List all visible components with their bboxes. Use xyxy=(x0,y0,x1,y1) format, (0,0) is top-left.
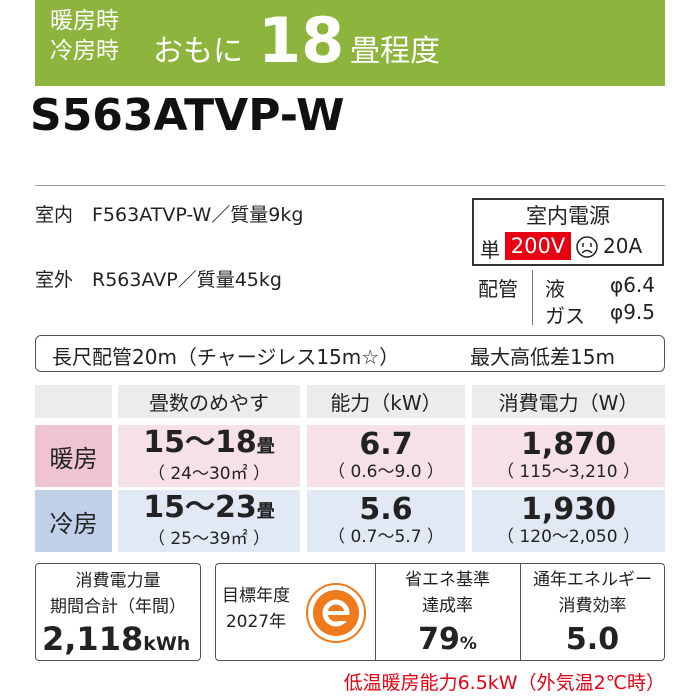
header-text: 能力（kW） xyxy=(330,391,442,415)
piping-divider xyxy=(532,270,533,325)
cell-range: （ 25～39㎡ ） xyxy=(147,529,271,549)
target-year-line: 目標年度 xyxy=(222,586,290,606)
target-year: 目標年度 2027年 xyxy=(222,583,290,635)
apf-label-line: 通年エネルギー xyxy=(533,570,652,590)
liquid-label: 液 xyxy=(545,277,565,301)
banner-label-line: 冷房時 xyxy=(50,38,119,64)
piping-note: 長尺配管20m（チャージレス15m☆） xyxy=(52,345,400,369)
efficiency-divider xyxy=(375,563,376,661)
annual-unit: kWh xyxy=(143,633,191,655)
cell-value: 5.6 xyxy=(359,494,412,526)
table-cell: 15～18畳（ 24～30㎡ ） xyxy=(118,425,300,487)
table-cell: 5.6 （ 0.7～5.7 ） xyxy=(307,490,465,552)
cell-number: 1,870 xyxy=(521,427,616,462)
cell-value: 6.7 xyxy=(359,429,412,461)
table-cell: 6.7 （ 0.6～9.0 ） xyxy=(307,425,465,487)
annual-label: 消費電力量 期間合計（年間） xyxy=(35,568,201,620)
power-phase: 単 xyxy=(480,238,500,262)
annual-label-line: 消費電力量 xyxy=(75,571,161,591)
cell-value: 1,870 xyxy=(521,429,616,461)
header-cell: 能力（kW） xyxy=(307,385,465,418)
achievement: 省エネ基準 達成率 79% xyxy=(375,567,520,665)
table-cell: 1,930 （ 120～2,050 ） xyxy=(472,490,665,552)
row-label: 冷房 xyxy=(35,490,112,552)
achievement-unit: % xyxy=(459,634,477,654)
annual-number: 2,118 xyxy=(42,620,144,658)
divider xyxy=(35,185,665,186)
header-text: 消費電力（W） xyxy=(498,391,639,415)
header-cell xyxy=(35,385,112,418)
banner-prefix: おもに xyxy=(153,34,243,69)
cell-range: （ 0.6～9.0 ） xyxy=(328,462,444,482)
target-year-line: 2027年 xyxy=(225,612,287,632)
header-text: 畳数のめやす xyxy=(149,391,269,415)
gas-size: φ9.5 xyxy=(610,300,655,324)
apf: 通年エネルギー 消費効率 5.0 xyxy=(520,567,665,661)
achievement-number: 79 xyxy=(418,622,460,657)
banner-number: 18 xyxy=(258,4,345,77)
cell-value: 15～23畳 xyxy=(143,492,275,528)
banner-label-line: 暖房時 xyxy=(50,8,119,34)
model-name: S563ATVP-W xyxy=(30,90,345,141)
row-label-text: 暖房 xyxy=(49,444,98,473)
header-cell: 消費電力（W） xyxy=(472,385,665,418)
efficiency-divider xyxy=(520,563,521,661)
efficiency-box xyxy=(215,563,665,661)
banner-label: 暖房時 冷房時 xyxy=(50,6,119,66)
indoor-unit: 室内 F563ATVP-W／質量9kg xyxy=(35,204,304,226)
cell-range: （ 115～3,210 ） xyxy=(497,462,640,482)
gas-label: ガス xyxy=(545,304,585,328)
cell-range: （ 24～30㎡ ） xyxy=(147,464,271,484)
piping-note-box xyxy=(35,335,665,372)
banner xyxy=(35,0,665,86)
banner-suffix: 畳程度 xyxy=(350,34,440,69)
liquid-size: φ6.4 xyxy=(610,273,655,297)
power-box xyxy=(472,198,664,266)
row-label-text: 冷房 xyxy=(49,509,98,538)
apf-value: 5.0 xyxy=(565,622,620,657)
cell-number: 6.7 xyxy=(359,427,413,462)
achievement-value: 79% xyxy=(375,619,520,665)
cell-number: 15～18 xyxy=(143,425,257,460)
table-cell: 15～23畳（ 25～39㎡ ） xyxy=(118,490,300,552)
cell-number: 15～23 xyxy=(143,490,257,525)
annual-value: 2,118kWh xyxy=(42,620,190,658)
cell-range: （ 0.7～5.7 ） xyxy=(328,527,444,547)
max-height: 最大高低差15m xyxy=(470,345,615,369)
cell-range: （ 120～2,050 ） xyxy=(497,527,640,547)
power-voltage: 200V xyxy=(505,232,571,260)
power-title: 室内電源 xyxy=(526,204,610,228)
e-mark-icon xyxy=(306,583,366,643)
cell-number: 5.6 xyxy=(359,492,413,527)
plug-icon xyxy=(576,236,598,258)
outdoor-unit: 室外 R563AVP／質量45kg xyxy=(35,269,282,291)
apf-label-line: 消費効率 xyxy=(558,596,627,616)
power-current: 20A xyxy=(603,234,643,258)
header-cell: 畳数のめやす xyxy=(118,385,300,418)
low-temp-note: 低温暖房能力6.5kW（外気温2℃時） xyxy=(343,672,665,694)
cell-unit: 畳 xyxy=(256,436,275,457)
cell-value: 1,930 xyxy=(521,494,616,526)
annual-box xyxy=(35,563,201,661)
achievement-label-line: 省エネ基準 xyxy=(405,570,490,590)
cell-unit: 畳 xyxy=(256,501,275,522)
annual-label-line: 期間合計（年間） xyxy=(50,597,186,617)
cell-number: 1,930 xyxy=(521,492,616,527)
table-cell: 1,870 （ 115～3,210 ） xyxy=(472,425,665,487)
cell-value: 15～18畳 xyxy=(143,427,275,463)
achievement-label-line: 達成率 xyxy=(422,596,473,616)
piping-label: 配管 xyxy=(478,277,518,301)
row-label: 暖房 xyxy=(35,425,112,487)
